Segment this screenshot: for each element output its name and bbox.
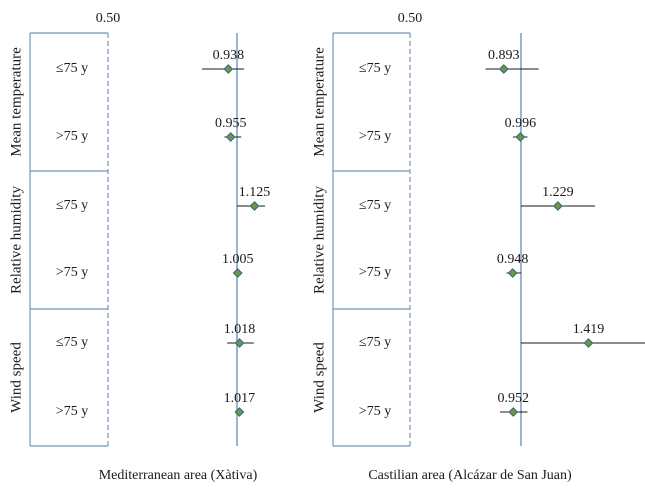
group-label: Wind speed <box>311 342 327 413</box>
row-label: ≤75 y <box>359 198 391 213</box>
group-label: Relative humidity <box>8 186 24 294</box>
group-label: Mean temperature <box>311 47 327 157</box>
estimate-marker <box>498 64 509 74</box>
estimate-label: 0.952 <box>498 391 530 406</box>
panel-title: Castilian area (Alcázar de San Juan) <box>368 468 572 483</box>
row-label: >75 y <box>56 404 88 419</box>
estimate-label: 0.948 <box>497 252 529 267</box>
row-label: >75 y <box>359 265 391 280</box>
group-label: Wind speed <box>8 342 24 413</box>
estimate-marker <box>223 64 234 74</box>
group-label: Mean temperature <box>8 47 24 157</box>
estimate-label: 1.229 <box>542 185 574 200</box>
row-label: >75 y <box>56 265 88 280</box>
row-label: ≤75 y <box>56 61 88 76</box>
estimate-label: 0.893 <box>488 48 520 63</box>
estimate-marker <box>225 132 236 142</box>
forest-panel-1: 0.50 Mean temperature ≤75 y 0.938 >75 y 0.955… <box>8 11 270 483</box>
forest-panel-2: 0.50 Mean temperature ≤75 y 0.893 >75 y 0.996… <box>311 11 645 483</box>
estimate-marker <box>515 132 526 142</box>
estimate-marker <box>552 201 563 211</box>
row-label: >75 y <box>359 129 391 144</box>
estimate-marker <box>508 407 519 417</box>
row-label: ≤75 y <box>56 198 88 213</box>
row-label: >75 y <box>56 129 88 144</box>
estimate-label: 1.005 <box>222 252 254 267</box>
panel-title: Mediterranean area (Xàtiva) <box>99 468 258 483</box>
estimate-label: 0.955 <box>215 116 247 131</box>
estimate-label: 1.018 <box>224 322 256 337</box>
x-tick-label: 0.50 <box>96 11 121 26</box>
row-label: ≤75 y <box>56 335 88 350</box>
estimate-marker <box>507 268 518 278</box>
estimate-label: 0.996 <box>505 116 537 131</box>
group-label: Relative humidity <box>311 186 327 294</box>
estimate-marker <box>234 338 245 348</box>
estimate-marker <box>249 201 260 211</box>
row-label: ≤75 y <box>359 335 391 350</box>
estimate-label: 1.419 <box>573 322 605 337</box>
estimate-marker <box>234 407 245 417</box>
estimate-label: 1.017 <box>224 391 256 406</box>
row-label: ≤75 y <box>359 61 391 76</box>
estimate-label: 1.125 <box>239 185 271 200</box>
estimate-label: 0.938 <box>213 48 245 63</box>
row-label: >75 y <box>359 404 391 419</box>
estimate-marker <box>232 268 243 278</box>
estimate-marker <box>583 338 594 348</box>
x-tick-label: 0.50 <box>398 11 423 26</box>
